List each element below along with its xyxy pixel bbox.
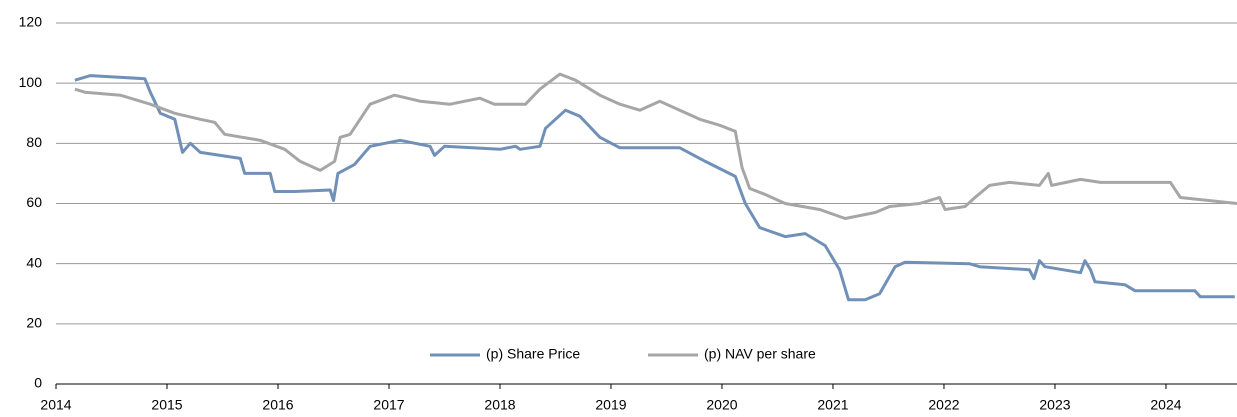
- x-tick-label: 2018: [484, 397, 515, 413]
- x-tick-label: 2020: [706, 397, 737, 413]
- y-tick-label: 40: [26, 254, 42, 270]
- x-tick-label: 2014: [40, 397, 71, 413]
- series-line: [74, 72, 1237, 220]
- y-tick-label: 120: [19, 14, 43, 30]
- y-tick-label: 80: [26, 134, 42, 150]
- series-line: [74, 74, 1235, 302]
- legend-label: (p) Share Price: [486, 346, 580, 362]
- x-tick-label: 2019: [595, 397, 626, 413]
- y-tick-label: 100: [19, 74, 43, 90]
- x-tick-label: 2023: [1039, 397, 1070, 413]
- x-tick-label: 2022: [928, 397, 959, 413]
- x-tick-label: 2015: [151, 397, 182, 413]
- x-tick-label: 2017: [373, 397, 404, 413]
- y-tick-label: 20: [26, 315, 42, 331]
- y-tick-label: 0: [34, 375, 42, 391]
- x-tick-label: 2024: [1150, 397, 1181, 413]
- y-tick-label: 60: [26, 194, 42, 210]
- legend-label: (p) NAV per share: [704, 346, 816, 362]
- x-tick-label: 2016: [262, 397, 293, 413]
- x-tick-label: 2021: [817, 397, 848, 413]
